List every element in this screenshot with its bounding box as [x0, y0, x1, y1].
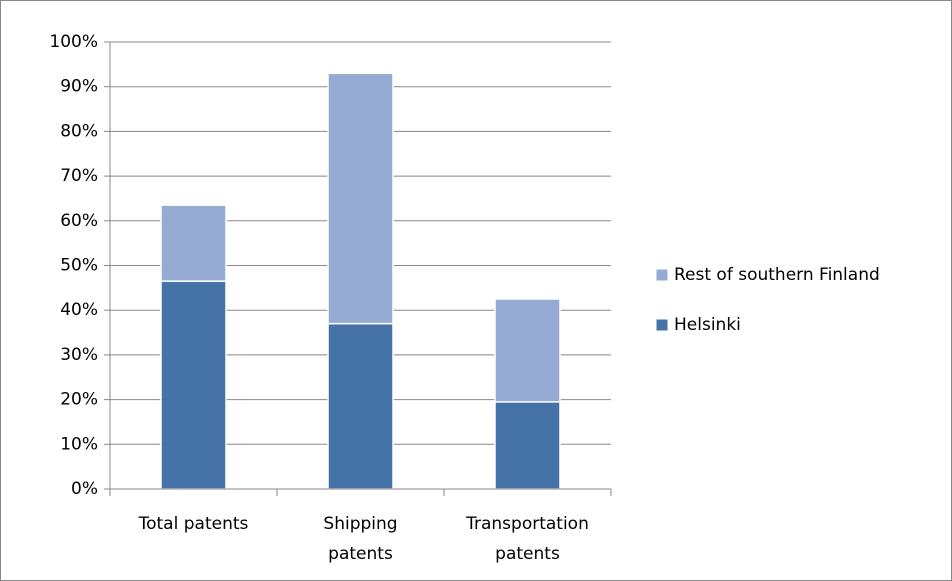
y-tick-label: 100% — [49, 32, 98, 52]
y-tick-label: 20% — [60, 390, 98, 410]
bar-segment — [327, 72, 394, 325]
bar-segment — [160, 280, 227, 490]
y-tick-label: 30% — [60, 345, 98, 365]
y-tick-label: 40% — [60, 300, 98, 320]
bar-segment — [494, 298, 561, 403]
y-tick-label: 10% — [60, 434, 98, 454]
y-tick-label: 60% — [60, 211, 98, 231]
y-tick-label: 90% — [60, 77, 98, 97]
x-tick-label: Transportation patents — [466, 514, 589, 564]
x-tick-label: Shipping patents — [323, 514, 398, 564]
y-tick-label: 80% — [60, 121, 98, 141]
legend-label: Helsinki — [674, 315, 741, 335]
y-tick-label: 0% — [71, 479, 98, 499]
bar-segment — [327, 322, 394, 490]
bar-segment — [494, 401, 561, 490]
y-tick-label: 70% — [60, 166, 98, 186]
x-tick-label: Total patents — [138, 514, 249, 534]
y-tick-label: 50% — [60, 256, 98, 276]
legend-swatch — [655, 268, 669, 282]
legend-swatch — [655, 318, 669, 332]
legend-label: Rest of southern Finland — [674, 265, 880, 285]
bar-segment — [160, 204, 227, 282]
